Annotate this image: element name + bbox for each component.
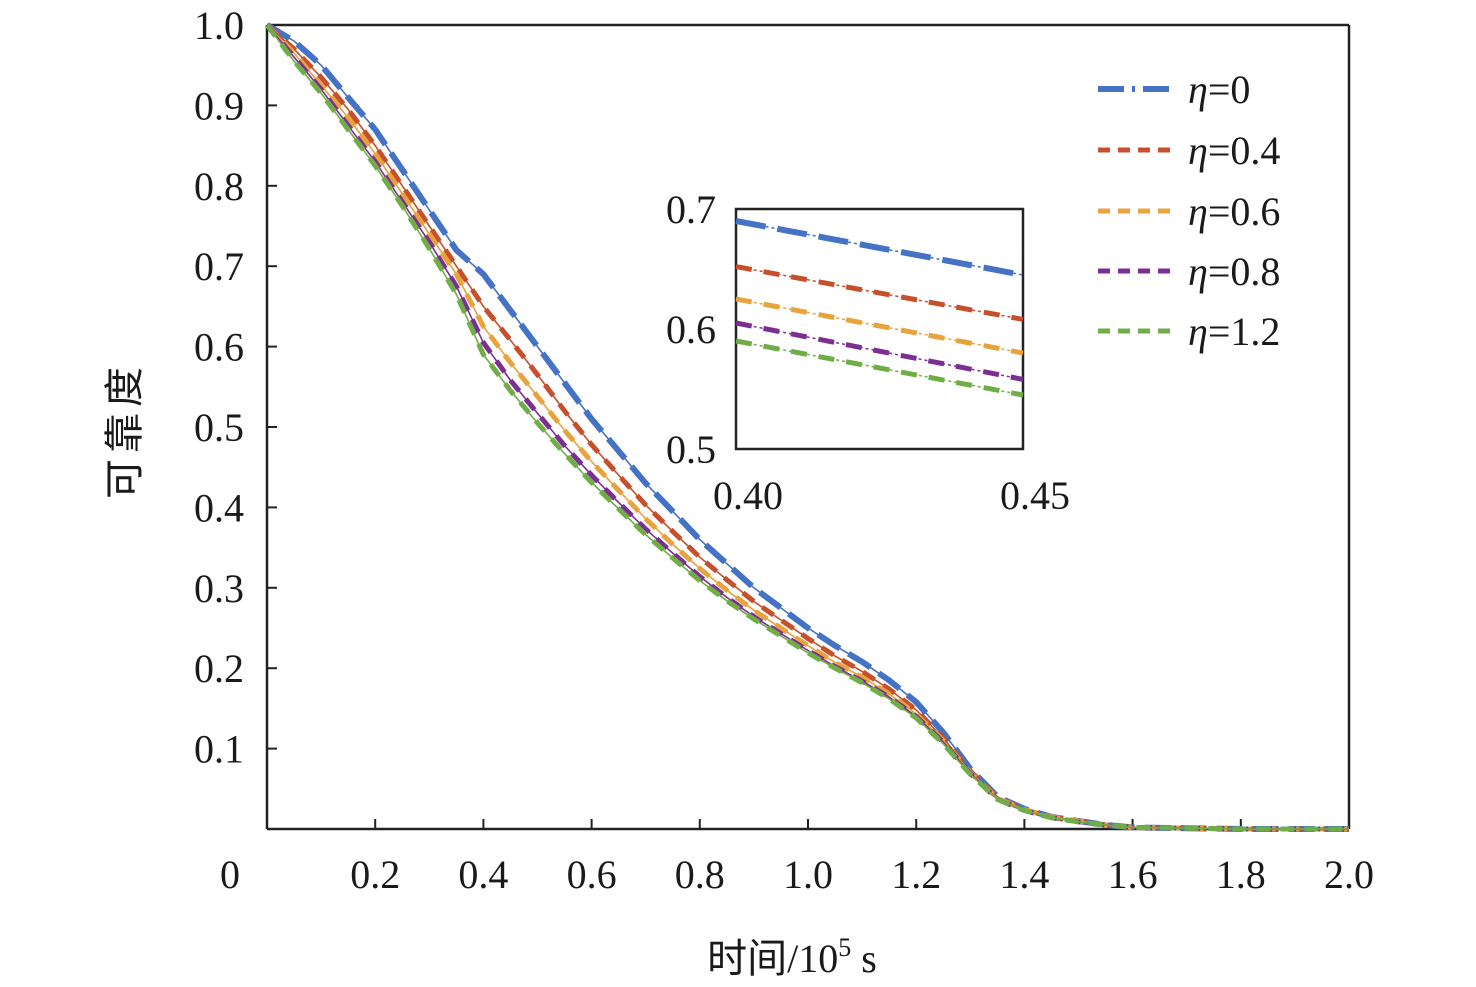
x-tick-label: 1.0	[783, 852, 833, 897]
legend-value: =0.6	[1208, 189, 1281, 234]
x-tick-label: 1.2	[891, 852, 941, 897]
x-axis-label-exponent: 5	[838, 933, 851, 962]
legend-item: η=0.6	[1098, 189, 1280, 234]
y-tick-label: 0.2	[194, 646, 244, 691]
inset-series-4	[735, 338, 1024, 398]
legend-eta-symbol: η	[1188, 189, 1208, 234]
legend-label: η=0.4	[1188, 128, 1280, 173]
x-axis-label-main: 时间/10	[707, 936, 838, 981]
legend: η=0η=0.4η=0.6η=0.8η=1.2	[1098, 67, 1280, 354]
legend-item: η=0.4	[1098, 128, 1280, 173]
inset-zoom-plot: 0.5 0.6 0.7 0.40 0.45	[666, 187, 1070, 518]
legend-label: η=0	[1188, 67, 1250, 112]
y-tick-label: 0.6	[194, 325, 244, 370]
inset-line-dashed	[735, 264, 1024, 322]
inset-y-tick-label: 0.6	[666, 307, 716, 352]
legend-eta-symbol: η	[1188, 309, 1208, 354]
y-tick-label: 0.5	[194, 405, 244, 450]
legend-item: η=1.2	[1098, 309, 1280, 354]
legend-value: =1.2	[1208, 309, 1281, 354]
main-series-layer	[264, 22, 1349, 832]
x-tick-label: 0.6	[567, 852, 617, 897]
inset-line-dashed	[735, 296, 1024, 356]
inset-y-tick-label: 0.5	[666, 427, 716, 472]
y-tick-label: 0.3	[194, 566, 244, 611]
inset-series-2	[735, 296, 1024, 356]
y-tick-label: 0.9	[194, 83, 244, 128]
x-tick-label: 1.4	[999, 852, 1049, 897]
x-tick-label: 1.8	[1216, 852, 1266, 897]
legend-label: η=1.2	[1188, 309, 1280, 354]
main-axes: 0 0.2 0.4 0.6 0.8 1.0 1.2 1.4 1.6 1.8 2.0 0.1 0.2 0.3…	[194, 3, 1374, 897]
y-tick-label: 0.4	[194, 485, 244, 530]
legend-value: =0	[1208, 67, 1251, 112]
inset-x-tick-label: 0.45	[1000, 473, 1070, 518]
y-tick-label: 0.8	[194, 164, 244, 209]
x-tick-label: 0	[220, 852, 240, 897]
legend-eta-symbol: η	[1188, 128, 1208, 173]
legend-eta-symbol: η	[1188, 67, 1208, 112]
x-tick-label: 0.4	[458, 852, 508, 897]
inset-x-tick-label: 0.40	[713, 473, 783, 518]
legend-item: η=0.8	[1098, 249, 1280, 294]
x-tick-label: 0.2	[350, 852, 400, 897]
legend-item: η=0	[1098, 67, 1250, 112]
x-tick-label: 2.0	[1324, 852, 1374, 897]
series-4	[264, 23, 1349, 832]
legend-value: =0.4	[1208, 128, 1281, 173]
y-tick-label: 0.7	[194, 244, 244, 289]
inset-line-dashed	[735, 320, 1024, 382]
x-tick-label: 0.8	[675, 852, 725, 897]
inset-line-dashed	[735, 218, 1024, 278]
legend-label: η=0.8	[1188, 249, 1280, 294]
legend-eta-symbol: η	[1188, 249, 1208, 294]
series-line-dashed	[264, 23, 1349, 832]
inset-series-1	[735, 264, 1024, 322]
x-axis-label-unit: s	[851, 936, 877, 981]
legend-label: η=0.6	[1188, 189, 1280, 234]
inset-series-3	[735, 320, 1024, 382]
x-axis-label: 时间/105 s	[707, 933, 877, 981]
y-tick-label: 0.1	[194, 727, 244, 772]
y-axis-label: 可靠度	[102, 361, 147, 499]
x-tick-label: 1.6	[1108, 852, 1158, 897]
inset-line-dashed	[735, 338, 1024, 398]
inset-y-tick-label: 0.7	[666, 187, 716, 232]
y-tick-label: 1.0	[194, 3, 244, 48]
inset-series-0	[735, 218, 1024, 278]
legend-value: =0.8	[1208, 249, 1281, 294]
